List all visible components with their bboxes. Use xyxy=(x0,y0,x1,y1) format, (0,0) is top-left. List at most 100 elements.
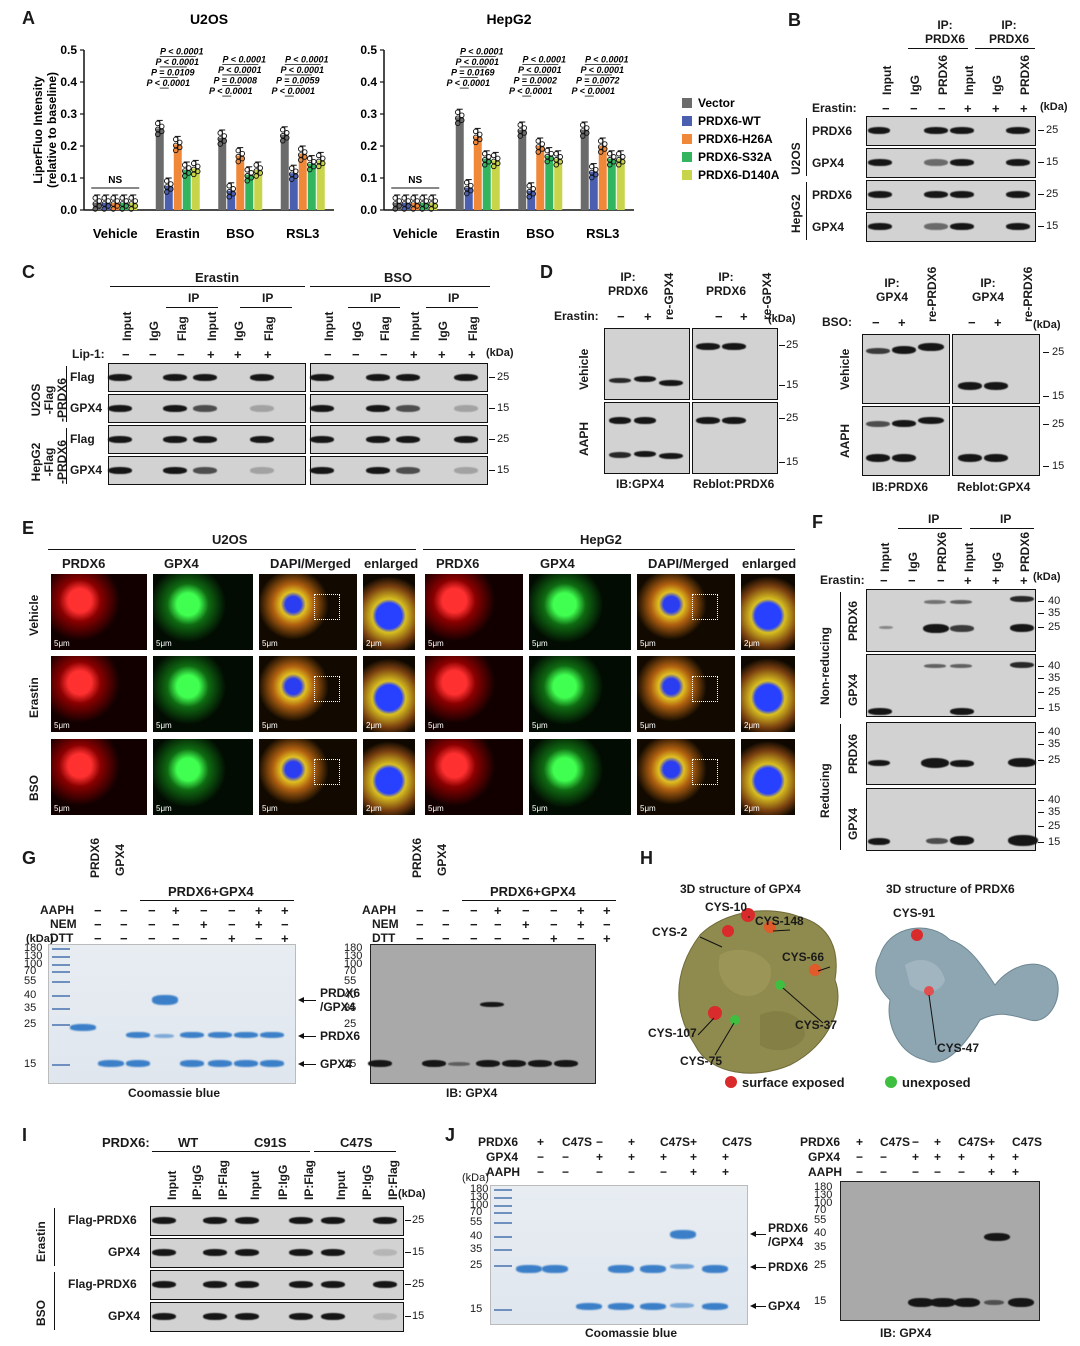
g-ladder-7: 25 xyxy=(24,1018,37,1030)
d2-row-vehicle: Vehicle xyxy=(838,348,852,390)
d2-re-right: re-PRDX6 xyxy=(1021,266,1035,322)
d-mw-1: 15 xyxy=(786,379,799,391)
f-mw: 15 xyxy=(1048,836,1061,848)
data-point xyxy=(611,159,617,165)
data-point xyxy=(530,191,537,197)
zoom-box xyxy=(692,676,718,702)
f-mw-tick xyxy=(1038,800,1044,801)
c-ip-1: IP xyxy=(262,291,274,305)
g-r-nem-6: + xyxy=(577,917,585,932)
j-aaph-2: − xyxy=(596,1165,604,1179)
i-lane-7: IP:IgG xyxy=(360,1164,374,1200)
gel-band xyxy=(702,1303,728,1310)
g-l-mix: PRDX6+GPX4 xyxy=(168,884,254,899)
data-point xyxy=(401,195,408,201)
g-caption-ib: IB: GPX4 xyxy=(446,1086,498,1100)
data-point xyxy=(235,158,241,165)
d-mw-tick xyxy=(779,418,785,419)
j-gpx4-arrowhead xyxy=(750,1303,756,1309)
data-point xyxy=(298,146,304,152)
f-kda: (kDa) xyxy=(1033,571,1061,583)
data-point xyxy=(176,144,183,151)
j-r-prdx6-label: PRDX6 xyxy=(800,1135,841,1149)
j-prdx6-3: + xyxy=(628,1135,636,1149)
y-tick-label: 0.1 xyxy=(360,171,377,185)
d-ib: IB:GPX4 xyxy=(616,477,665,491)
blot-band xyxy=(926,838,948,844)
i-lane-1: IP:IgG xyxy=(190,1164,204,1200)
gel-band xyxy=(516,1265,542,1273)
j-prdx6-5: + xyxy=(690,1135,698,1149)
p-value: P < 0.0001 xyxy=(156,57,199,67)
h-gpx4-cys-6: CYS-75 xyxy=(680,1054,723,1068)
blot-band xyxy=(310,405,334,412)
d2-mw-tick xyxy=(1043,466,1049,467)
d-ip-right: IP: PRDX6 xyxy=(705,270,746,298)
c-ip-line xyxy=(426,307,478,308)
data-point xyxy=(132,203,138,209)
g-ladder-4: 55 xyxy=(24,975,37,987)
blot-band xyxy=(866,348,890,354)
micrograph-vehicle-5: 5μm xyxy=(528,573,632,651)
i-row-1: GPX4 xyxy=(108,1245,141,1259)
i-group-line xyxy=(314,1151,396,1152)
f-sign-1: − xyxy=(908,573,916,588)
bar-rsl3-0 xyxy=(580,130,589,210)
blot-band xyxy=(396,436,420,443)
f-mw-tick xyxy=(1038,627,1044,628)
data-point xyxy=(553,162,560,168)
data-point xyxy=(535,138,542,144)
j-gpx4-5: + xyxy=(690,1150,698,1164)
b-row-0: PRDX6 xyxy=(812,124,853,138)
bar-bso-2 xyxy=(236,155,245,210)
data-point xyxy=(477,136,483,143)
blot-band xyxy=(659,453,683,459)
bar-erastin-0 xyxy=(155,128,164,210)
j-ladder-1: 130 xyxy=(470,1191,489,1203)
data-point xyxy=(598,138,604,144)
blot-band xyxy=(152,1281,176,1288)
b-erastin-label: Erastin: xyxy=(812,101,857,115)
g-r-aaph-7: + xyxy=(603,903,611,918)
legend-swatch xyxy=(682,152,692,162)
f-cond-reducing: Reducing xyxy=(818,763,832,818)
j-ladder-7: 25 xyxy=(470,1259,483,1271)
ladder-band xyxy=(52,981,70,983)
bar-bso-0 xyxy=(518,130,527,210)
j-aaph-6: + xyxy=(722,1165,730,1179)
j-arrow-prdx6: PRDX6 xyxy=(768,1260,809,1274)
bar-rsl3-3 xyxy=(307,163,316,210)
g-r-lane-prdx6: PRDX6 xyxy=(410,837,424,878)
bar-bso-3 xyxy=(545,155,554,210)
h-prdx6-cys47: CYS-47 xyxy=(937,1041,980,1055)
b-cell-hepg2: HepG2 xyxy=(789,194,803,233)
data-point xyxy=(217,141,223,147)
ns-label: NS xyxy=(408,175,422,186)
c-ip-line xyxy=(240,307,292,308)
g-r-aaph-0: − xyxy=(416,903,424,918)
j-complex-arrow xyxy=(752,1234,766,1235)
data-point xyxy=(580,133,586,139)
d-sign-0: − xyxy=(617,309,625,324)
blot-band xyxy=(373,1249,397,1256)
g-r-aaph-6: + xyxy=(577,903,585,918)
f-row-0: PRDX6 xyxy=(846,600,860,641)
ladder-band xyxy=(494,1309,512,1311)
blot-band xyxy=(950,760,974,767)
data-point xyxy=(172,136,179,143)
data-point xyxy=(459,117,465,123)
panel-label-c: C xyxy=(22,262,35,282)
blot-band xyxy=(203,1281,227,1288)
data-point xyxy=(167,186,174,192)
blot-band xyxy=(924,664,946,668)
blot-band xyxy=(984,382,1008,390)
ladder-band xyxy=(52,995,70,997)
g-l-lane-gpx4: GPX4 xyxy=(113,843,127,876)
legend-entry: PRDX6-S32A xyxy=(698,150,772,164)
f-erastin-label: Erastin: xyxy=(820,573,865,587)
blot-band xyxy=(868,708,892,715)
h-structures xyxy=(678,908,1059,1074)
blot-band xyxy=(203,1313,227,1320)
gel-band xyxy=(542,1265,568,1273)
data-point xyxy=(491,163,497,170)
